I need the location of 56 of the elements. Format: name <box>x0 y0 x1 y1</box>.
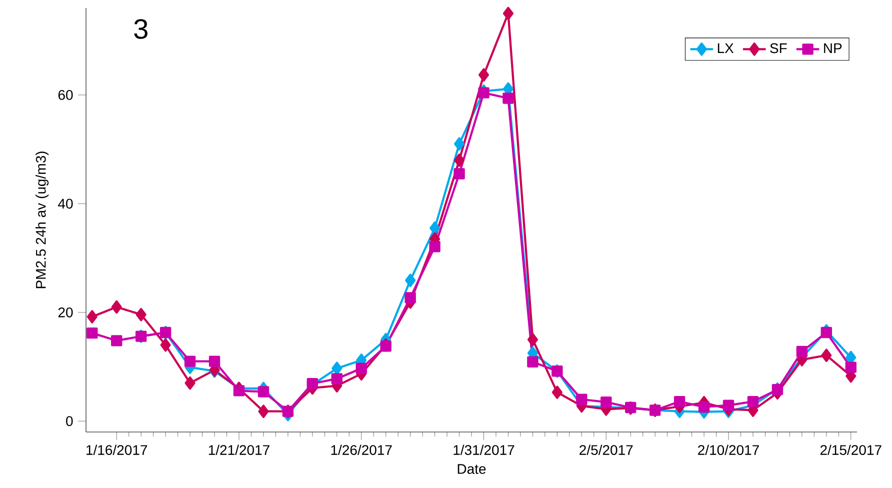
point <box>184 356 196 367</box>
point <box>747 396 759 408</box>
point <box>208 356 220 367</box>
point <box>502 92 514 104</box>
point <box>527 332 538 346</box>
x-tick-label: 1/26/2017 <box>331 444 392 455</box>
y-tick-label: 60 <box>58 90 73 100</box>
y-tick-label: 0 <box>66 416 73 426</box>
x-tick-label: 2/5/2017 <box>580 444 633 455</box>
point <box>576 394 588 405</box>
point <box>478 87 490 98</box>
point <box>698 401 710 413</box>
legend-label: SF <box>770 43 787 54</box>
point <box>502 6 514 20</box>
point <box>722 400 734 411</box>
legend-label: NP <box>824 43 842 53</box>
point <box>845 362 856 373</box>
point <box>160 338 171 352</box>
point <box>404 292 416 304</box>
point <box>820 326 832 338</box>
point <box>111 335 122 346</box>
point <box>233 385 245 396</box>
point <box>136 308 146 322</box>
point <box>796 346 808 358</box>
point <box>258 386 270 398</box>
point <box>552 386 562 399</box>
legend-label: LX <box>718 43 734 53</box>
x-tick-label: 1/16/2017 <box>86 444 148 455</box>
point <box>454 168 465 180</box>
y-tick-label: 40 <box>58 198 73 209</box>
point <box>600 396 612 408</box>
x-tick-label: 2/15/2017 <box>820 444 882 455</box>
x-tick-label: 1/31/2017 <box>454 444 514 455</box>
point <box>821 348 832 362</box>
point <box>454 154 465 167</box>
point <box>430 221 440 235</box>
annotation: 3 <box>134 19 148 39</box>
point <box>331 373 342 384</box>
point <box>454 137 465 151</box>
point <box>405 274 416 287</box>
y-tick-label: 20 <box>58 307 73 318</box>
point <box>111 300 122 314</box>
point <box>429 241 440 252</box>
point <box>86 327 98 339</box>
point <box>674 396 686 408</box>
point <box>478 68 490 82</box>
point <box>527 356 538 368</box>
y-axis-title: PM2.5 24h av (ug/m3) <box>36 152 49 288</box>
point <box>184 376 196 390</box>
point <box>332 362 342 376</box>
x-axis-title: Date <box>458 464 486 474</box>
x-tick-label: 1/21/2017 <box>208 444 270 455</box>
point <box>258 404 269 418</box>
x-tick-label: 2/10/2017 <box>698 444 759 455</box>
point <box>86 310 98 324</box>
point <box>356 362 367 374</box>
